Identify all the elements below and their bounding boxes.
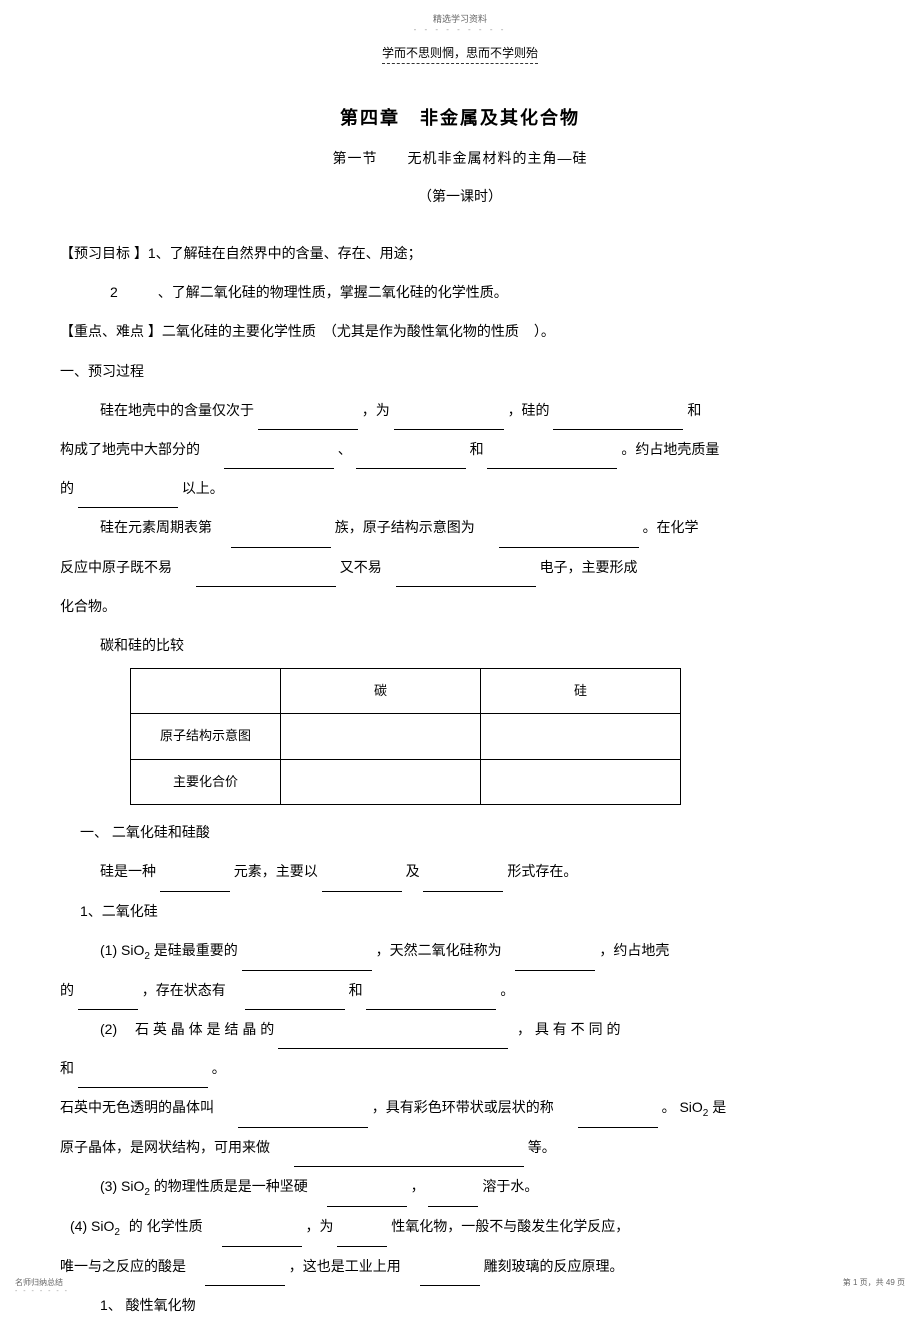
content-line-2: 构成了地壳中大部分的 、 和 。约占地壳质量	[60, 430, 860, 469]
chapter-title: 第四章 非金属及其化合物	[50, 104, 870, 130]
blank-field	[499, 530, 639, 548]
blank-field	[160, 874, 230, 892]
blank-field	[245, 992, 345, 1010]
blank-field	[78, 490, 178, 508]
blank-field	[224, 451, 334, 469]
footer-right: 第 1 页，共 49 页	[843, 1277, 905, 1288]
preview-goal-label: 【预习目标 】	[60, 245, 148, 261]
content-line-4: 硅在元素周期表第 族，原子结构示意图为 。在化学	[60, 508, 860, 547]
blank-field	[337, 1229, 387, 1247]
blank-field	[394, 412, 504, 430]
preview-process: 一、预习过程	[60, 352, 860, 391]
content-area: 【预习目标 】1、了解硅在自然界中的含量、存在、用途； 2、了解二氧化硅的物理性…	[50, 234, 870, 1325]
section1-title: 一、 二氧化硅和硅酸	[60, 813, 860, 852]
table-cell	[281, 714, 481, 759]
table-row: 碳 硅	[131, 669, 681, 714]
content-line-10: (2) 石 英 晶 体 是 结 晶 的 ， 具 有 不 同 的	[60, 1010, 860, 1049]
compare-title: 碳和硅的比较	[60, 626, 860, 665]
content-line-7: 硅是一种 元素，主要以 及 形式存在。	[60, 852, 860, 891]
blank-field	[553, 412, 683, 430]
blank-field	[428, 1189, 478, 1207]
table-cell	[481, 759, 681, 804]
content-line-11: 和 。	[60, 1049, 860, 1088]
blank-field	[242, 953, 372, 971]
blank-field	[327, 1189, 407, 1207]
header-subtitle-wrap: 学而不思则惘，思而不学则殆	[50, 44, 870, 64]
footer-left: 名师归纳总结 - - - - - - -	[15, 1277, 69, 1295]
keypoint-line: 【重点、难点 】二氧化硅的主要化学性质 （尤其是作为酸性氧化物的性质）。	[60, 312, 860, 351]
table-row: 原子结构示意图	[131, 714, 681, 759]
content-line-14: (3) SiO2 的物理性质是是一种坚硬 ， 溶于水。	[60, 1167, 860, 1207]
content-line-3: 的 以上。	[60, 469, 860, 508]
table-row: 主要化合价	[131, 759, 681, 804]
blank-field	[366, 992, 496, 1010]
blank-field	[238, 1110, 368, 1128]
page-footer: 名师归纳总结 - - - - - - - 第 1 页，共 49 页	[0, 1277, 920, 1295]
sub1-title: 1、二氧化硅	[60, 892, 860, 931]
blank-field	[423, 874, 503, 892]
content-line-9: 的 ，存在状态有 和 。	[60, 971, 860, 1010]
header-small-label: 精选学习资料	[50, 12, 870, 25]
table-header	[131, 669, 281, 714]
table-header: 硅	[481, 669, 681, 714]
blank-field	[196, 569, 336, 587]
blank-field	[78, 992, 138, 1010]
content-line-5: 反应中原子既不易 又不易 电子，主要形成	[60, 548, 860, 587]
content-line-6: 化合物。	[60, 587, 860, 626]
content-line-12: 石英中无色透明的晶体叫 ，具有彩色环带状或层状的称 。 SiO2 是	[60, 1088, 860, 1128]
blank-field	[258, 412, 358, 430]
blank-field	[487, 451, 617, 469]
blank-field	[515, 953, 595, 971]
content-line-15: (4) SiO2 的 化学性质 ，为 性氧化物，一般不与酸发生化学反应，	[60, 1207, 860, 1247]
preview-goal-2: 2、了解二氧化硅的物理性质，掌握二氧化硅的化学性质。	[60, 273, 860, 312]
content-line-13: 原子晶体，是网状结构，可用来做 等。	[60, 1128, 860, 1167]
blank-field	[231, 530, 331, 548]
header-subtitle: 学而不思则惘，思而不学则殆	[382, 44, 538, 64]
header-dots: - - - - - - - - -	[50, 25, 870, 34]
blank-field	[356, 451, 466, 469]
table-cell	[481, 714, 681, 759]
blank-field	[294, 1149, 524, 1167]
blank-field	[222, 1229, 302, 1247]
table-cell: 原子结构示意图	[131, 714, 281, 759]
compare-table: 碳 硅 原子结构示意图 主要化合价	[130, 668, 681, 805]
keypoint-label: 【重点、难点 】	[60, 323, 162, 339]
table-cell	[281, 759, 481, 804]
blank-field	[78, 1070, 208, 1088]
blank-field	[322, 874, 402, 892]
content-line-8: (1) SiO2 是硅最重要的 ，天然二氧化硅称为 ，约占地壳	[60, 931, 860, 971]
blank-field	[278, 1031, 508, 1049]
table-cell: 主要化合价	[131, 759, 281, 804]
content-line-1: 硅在地壳中的含量仅次于 ，为 ，硅的 和	[60, 391, 860, 430]
blank-field	[578, 1110, 658, 1128]
preview-goal-1: 【预习目标 】1、了解硅在自然界中的含量、存在、用途；	[60, 234, 860, 273]
table-header: 碳	[281, 669, 481, 714]
blank-field	[396, 569, 536, 587]
period-title: （第一课时）	[50, 186, 870, 206]
section-title: 第一节 无机非金属材料的主角—硅	[50, 148, 870, 168]
